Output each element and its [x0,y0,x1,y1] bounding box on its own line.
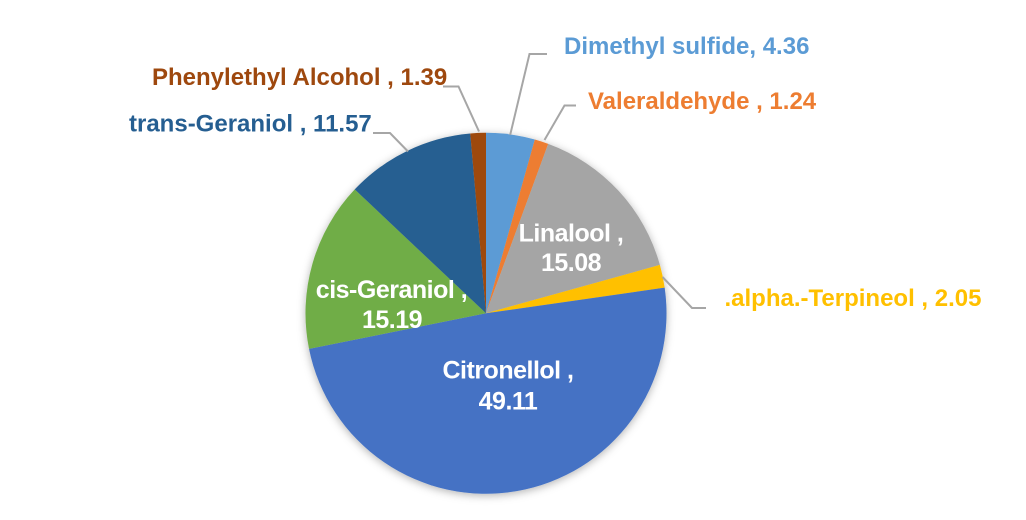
svg-text:Valeraldehyde , 1.24: Valeraldehyde , 1.24 [588,88,817,115]
svg-text:cis-Geraniol ,: cis-Geraniol , [316,276,467,304]
svg-text:Phenylethyl Alcohol , 1.39: Phenylethyl Alcohol , 1.39 [152,64,447,91]
svg-text:15.08: 15.08 [541,249,602,277]
svg-text:Dimethyl sulfide, 4.36: Dimethyl sulfide, 4.36 [564,33,809,60]
svg-text:Linalool ,: Linalool , [519,219,624,247]
svg-text:.alpha.-Terpineol , 2.05: .alpha.-Terpineol , 2.05 [725,285,982,312]
svg-text:trans-Geraniol , 11.57: trans-Geraniol , 11.57 [129,111,372,138]
svg-text:Citronellol ,: Citronellol , [443,357,574,385]
svg-text:49.11: 49.11 [479,387,538,415]
svg-text:15.19: 15.19 [362,306,422,334]
